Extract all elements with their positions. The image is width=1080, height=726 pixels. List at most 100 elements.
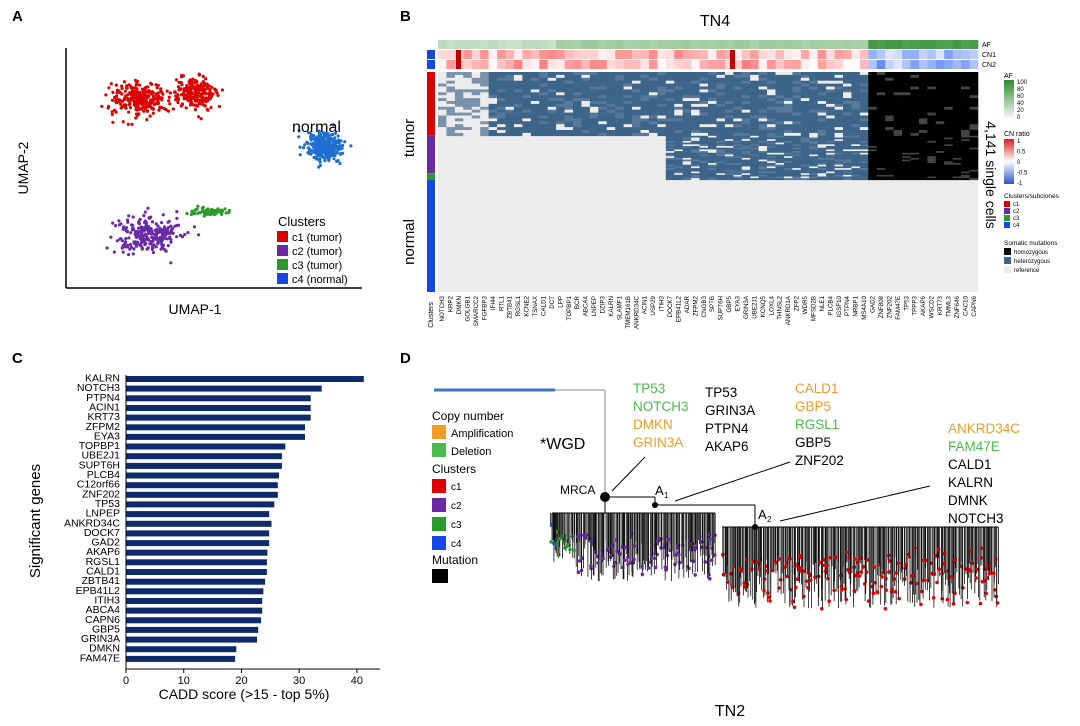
heatmap-cell (665, 152, 675, 155)
heatmap-cell (640, 112, 650, 116)
heatmap-cell (741, 109, 751, 113)
heatmap-cell (691, 130, 700, 134)
cn1-cell (885, 50, 894, 59)
heatmap-cell (530, 132, 540, 137)
heatmap-cell (918, 106, 928, 110)
heatmap-cell (682, 109, 692, 113)
cn2-cell (598, 60, 608, 69)
legend-swatch-c3 (1004, 215, 1010, 221)
heatmap-cell (699, 118, 709, 122)
umap-point (111, 90, 115, 94)
heatmap-cell (767, 77, 776, 81)
af-cell (859, 40, 869, 49)
heatmap-cell (902, 132, 911, 137)
heatmap-cell (724, 95, 734, 99)
gene-label: THNSL2 (777, 295, 784, 319)
tree-legend-swatch-c4 (432, 536, 446, 550)
heatmap-cell (969, 168, 979, 171)
heatmap-cell (708, 92, 717, 96)
heatmap-cell (598, 118, 608, 122)
heatmap-cell (834, 164, 844, 167)
tree-leaf-dot (768, 599, 772, 603)
heatmap-cell (573, 109, 582, 113)
umap-point (161, 233, 165, 237)
heatmap-cell (792, 159, 802, 162)
heatmap-cell (918, 159, 928, 162)
heatmap-cell (682, 144, 692, 147)
umap-point (143, 219, 147, 223)
heatmap-cell (918, 77, 928, 81)
heatmap-cell (598, 74, 608, 79)
heatmap-cell (615, 72, 624, 76)
heatmap-cell (843, 72, 852, 76)
heatmap-cell (446, 121, 456, 125)
heatmap-cell (817, 171, 827, 174)
heatmap-cell (716, 101, 726, 105)
heatmap-cell (708, 98, 717, 102)
heatmap-cell (834, 112, 844, 116)
heatmap-cell (530, 118, 540, 122)
heatmap-cell (733, 115, 743, 119)
af-cell (716, 40, 726, 49)
umap-point (143, 226, 148, 230)
heatmap-cell (859, 89, 869, 93)
heatmap-cell (767, 115, 776, 119)
umap-point (145, 102, 149, 106)
heatmap-cell (581, 106, 591, 110)
heatmap-cell (809, 127, 818, 131)
heatmap-cell (488, 124, 498, 128)
heatmap-cell (767, 109, 776, 113)
heatmap-cell (480, 89, 489, 93)
heatmap-cell (471, 72, 481, 76)
heatmap-cell (708, 154, 717, 157)
heatmap-cell (876, 112, 886, 116)
tree-leaf-dot (871, 591, 876, 595)
heatmap-cell (741, 169, 751, 172)
heatmap-cell (556, 83, 565, 87)
heatmap-cell (775, 146, 785, 148)
gene-label: NRBP1 (853, 295, 860, 316)
heatmap-cell (741, 115, 751, 119)
heatmap-cell (902, 140, 911, 143)
cadd-category-label: NOTCH3 (77, 382, 120, 394)
heatmap-cell (767, 159, 776, 162)
tree-legend-c4: c4 (451, 539, 462, 550)
heatmap-cluster-bar (427, 72, 435, 292)
gene-label: UBE2J1 (751, 295, 758, 318)
heatmap-cell (513, 80, 523, 84)
heatmap-cell (573, 89, 582, 93)
heatmap-cell (834, 80, 844, 84)
heatmap-cell (826, 124, 835, 128)
heatmap-cell (530, 115, 540, 119)
heatmap-cell (556, 72, 565, 76)
heatmap-cell (868, 163, 878, 165)
heatmap-cell (665, 86, 675, 90)
heatmap-cell (783, 163, 793, 165)
heatmap-cell (783, 161, 793, 164)
heatmap-cell (927, 173, 937, 176)
heatmap-cell (758, 151, 768, 154)
heatmap-cell (918, 147, 928, 150)
heatmap-cell (792, 83, 802, 87)
heatmap-cell (927, 178, 937, 181)
heatmap-cell (682, 163, 692, 165)
heatmap-cell (505, 77, 515, 81)
heatmap-cell (851, 169, 861, 172)
heatmap-cell (826, 157, 835, 160)
heatmap-cell (935, 178, 945, 181)
tree-leaf-dot (844, 597, 848, 602)
heatmap-cell (961, 154, 970, 157)
heatmap-cell (851, 154, 861, 157)
heatmap-cell (547, 86, 557, 90)
heatmap-cell (952, 83, 962, 87)
heatmap-cell (902, 77, 911, 81)
umap-point (120, 84, 124, 88)
heatmap-cell (699, 176, 709, 179)
umap-point (105, 246, 109, 250)
heatmap-cell (944, 80, 953, 84)
heatmap-cell (876, 176, 886, 179)
heatmap-cell (573, 118, 582, 122)
cn1-cell (665, 50, 675, 59)
umap-point (339, 139, 343, 143)
heatmap-cell (952, 169, 962, 172)
